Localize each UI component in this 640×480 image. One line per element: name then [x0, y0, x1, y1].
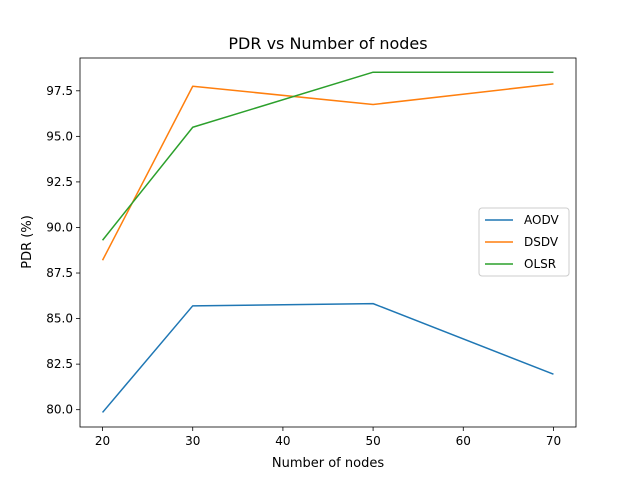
y-tick-label: 95.0 — [46, 129, 73, 143]
plot-frame — [79, 57, 577, 428]
x-axis-label: Number of nodes — [272, 456, 384, 471]
y-tick-label: 82.5 — [46, 357, 73, 371]
series-line-aodv — [101, 302, 554, 413]
y-tick-label: 85.0 — [46, 312, 73, 326]
chart-title: PDR vs Number of nodes — [228, 34, 427, 53]
series-line-dsdv — [101, 83, 554, 261]
y-tick-label: 87.5 — [46, 266, 73, 280]
legend-label-dsdv: DSDV — [524, 235, 559, 249]
y-axis-label: PDR (%) — [20, 215, 35, 269]
x-tick-label: 50 — [365, 434, 380, 448]
legend-label-aodv: AODV — [524, 213, 559, 227]
legend-box — [478, 207, 570, 277]
y-tick-label: 97.5 — [46, 84, 73, 98]
y-tick-label: 80.0 — [46, 403, 73, 417]
legend-label-olsr: OLSR — [524, 257, 556, 271]
x-tick-label: 30 — [185, 434, 200, 448]
y-axis: 80.0 82.5 85.0 87.5 90.0 92.5 95.0 97.5 — [46, 84, 80, 417]
x-tick-label: 60 — [456, 434, 471, 448]
series-line-olsr — [101, 71, 554, 241]
y-tick-label: 90.0 — [46, 220, 73, 234]
x-tick-label: 70 — [546, 434, 561, 448]
series-lines — [101, 71, 554, 413]
legend: AODV DSDV OLSR — [478, 207, 570, 277]
x-tick-label: 40 — [275, 434, 290, 448]
y-tick-label: 92.5 — [46, 175, 73, 189]
x-axis: 20 30 40 50 60 70 — [95, 427, 561, 448]
x-tick-label: 20 — [95, 434, 110, 448]
